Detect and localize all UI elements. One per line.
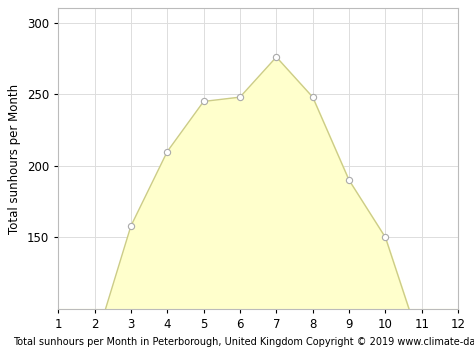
- Point: [91, 342, 98, 348]
- Point: [273, 54, 280, 60]
- X-axis label: Total sunhours per Month in Peterborough, United Kingdom Copyright © 2019 www.cl: Total sunhours per Month in Peterborough…: [13, 337, 474, 347]
- Point: [127, 223, 135, 229]
- Point: [164, 149, 171, 154]
- Point: [236, 94, 244, 100]
- Point: [418, 345, 426, 351]
- Point: [200, 99, 208, 104]
- Point: [382, 235, 389, 240]
- Y-axis label: Total sunhours per Month: Total sunhours per Month: [9, 84, 21, 234]
- Point: [345, 178, 353, 183]
- Point: [309, 94, 317, 100]
